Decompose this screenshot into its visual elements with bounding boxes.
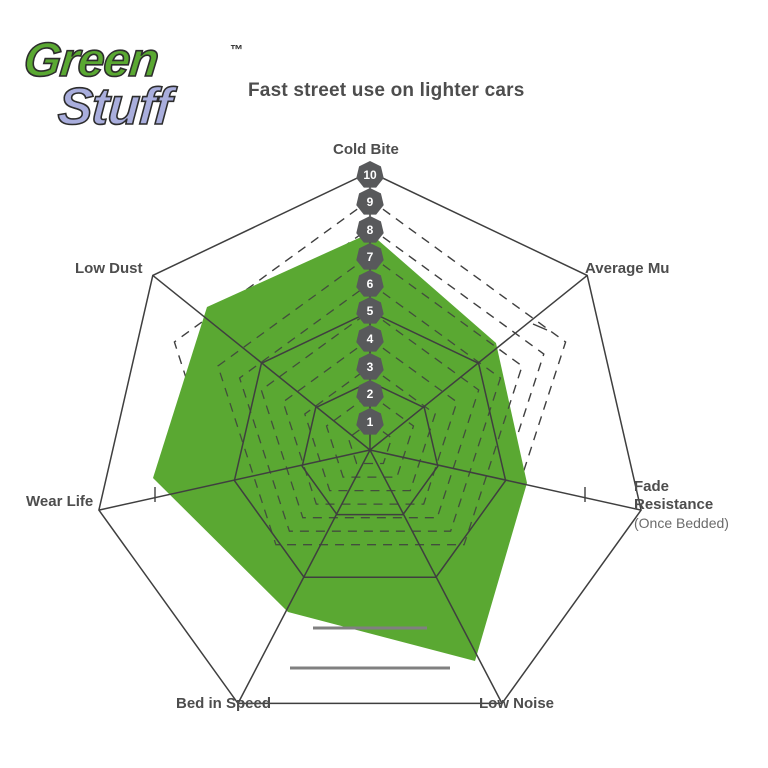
scale-marker-value: 4 [366, 332, 374, 346]
axis-label-low-dust: Low Dust [75, 260, 143, 277]
logo-stuff-word: Stuff [55, 77, 179, 136]
greenstuff-logo: Green Stuff ™ [24, 24, 256, 136]
axis-label-fade-resistance: Fade Resistance (Once Bedded) [634, 478, 729, 532]
scale-marker-4: 4 [356, 325, 384, 353]
scale-marker-2: 2 [356, 380, 384, 408]
scale-marker-value: 9 [366, 195, 374, 209]
axis-label-fade-line2: Resistance [634, 496, 714, 514]
radar-outer-boundary [98, 171, 642, 705]
scale-marker-value: 6 [366, 277, 374, 291]
scale-marker-value: 10 [363, 168, 377, 182]
axis-label-average-mu: Average Mu [585, 260, 670, 277]
scale-marker-3: 3 [356, 353, 384, 381]
scale-marker-value: 2 [366, 387, 374, 401]
logo-green-word: Green [24, 32, 162, 87]
scale-marker-6: 6 [356, 270, 384, 298]
scale-marker-8: 8 [356, 216, 384, 244]
svg-text:Green: Green [24, 33, 161, 87]
trademark-symbol: ™ [230, 42, 243, 57]
radar-data-polygon-greenstuff [153, 233, 527, 661]
axis-label-bed-in-speed: Bed in Speed [176, 695, 272, 712]
scale-marker-value: 8 [366, 223, 374, 237]
svg-text:Stuff: Stuff [56, 78, 178, 136]
axis-label-low-noise: Low Noise [479, 695, 555, 712]
scale-marker-5: 5 [356, 297, 384, 325]
radar-data-series [153, 233, 527, 661]
scale-marker-7: 7 [356, 243, 384, 271]
axis-label-cold-bite: Cold Bite [333, 141, 399, 158]
axis-label-fade-line1: Fade [634, 478, 670, 495]
radar-lower-guides [290, 626, 450, 670]
axis-label-wear-life: Wear Life [26, 493, 94, 510]
scale-marker-10: 10 [356, 161, 384, 189]
scale-marker-value: 1 [366, 415, 374, 429]
scale-marker-value: 5 [366, 304, 374, 318]
scale-marker-9: 9 [356, 188, 384, 216]
scale-marker-value: 3 [366, 360, 374, 374]
scale-marker-1: 1 [356, 408, 384, 436]
axis-label-fade-sub: (Once Bedded) [634, 514, 729, 531]
scale-marker-value: 7 [366, 250, 374, 264]
chart-title: Fast street use on lighter cars [248, 80, 525, 101]
